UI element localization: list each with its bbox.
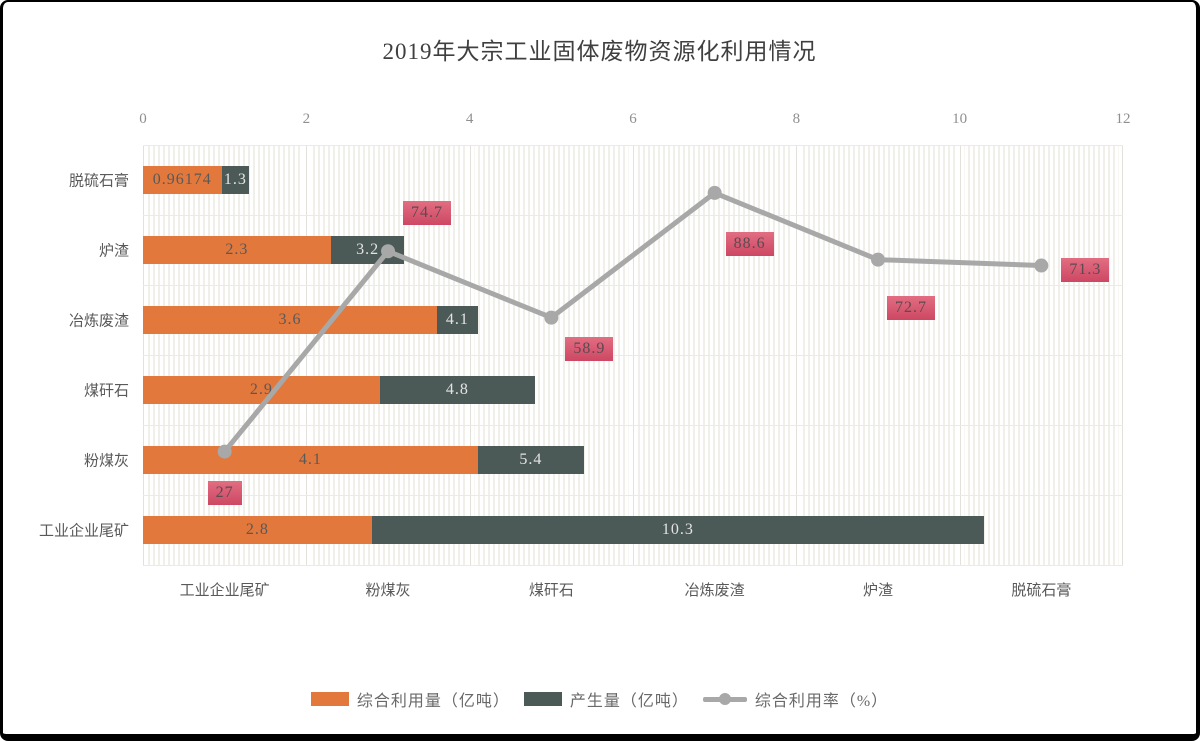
horizontal-gridline xyxy=(143,565,1123,566)
utilization-value-label: 2.3 xyxy=(225,241,249,258)
rate-line-swatch-icon xyxy=(702,692,747,706)
rate-marker-icon xyxy=(707,185,722,200)
category-label-left: 脱硫石膏 xyxy=(68,173,129,190)
legend-item-rate: 综合利用率（%） xyxy=(702,687,889,711)
legend-item-utilization: 综合利用量（亿吨） xyxy=(310,687,510,711)
horizontal-gridline xyxy=(143,215,1123,216)
axis-tick-label: 0 xyxy=(139,111,147,127)
production-value-label: 4.8 xyxy=(445,381,469,398)
horizontal-gridline xyxy=(143,145,1123,146)
horizontal-gridline xyxy=(143,495,1123,496)
legend: 综合利用量（亿吨） 产生量（亿吨） 综合利用率（%） xyxy=(3,687,1196,711)
utilization-value-label: 0.96174 xyxy=(152,171,212,188)
rate-marker-icon xyxy=(1034,258,1049,273)
category-label-bottom: 炉渣 xyxy=(862,583,894,599)
utilization-value-label: 4.1 xyxy=(298,451,322,468)
production-swatch-icon xyxy=(523,692,562,706)
legend-label-production: 产生量（亿吨） xyxy=(569,693,689,710)
axis-tick-label: 6 xyxy=(629,111,637,127)
axis-tick-label: 4 xyxy=(465,111,474,127)
legend-label-utilization: 综合利用量（亿吨） xyxy=(356,693,510,710)
category-label-bottom: 冶炼废渣 xyxy=(684,583,745,599)
utilization-value-label: 2.9 xyxy=(249,381,273,398)
category-label-bottom: 工业企业尾矿 xyxy=(179,583,270,599)
horizontal-gridline xyxy=(143,355,1123,356)
category-label-bottom: 煤矸石 xyxy=(528,583,574,599)
rate-value-label: 88.6 xyxy=(725,231,774,256)
production-value-label: 4.1 xyxy=(445,311,469,328)
category-label-bottom: 粉煤灰 xyxy=(365,583,411,599)
production-value-label: 3.2 xyxy=(356,241,380,258)
axis-tick-label: 10 xyxy=(952,111,968,127)
rate-value-label: 74.7 xyxy=(403,201,451,226)
rate-marker-icon xyxy=(544,310,559,325)
utilization-bar xyxy=(143,516,372,544)
category-label-left: 粉煤灰 xyxy=(83,453,129,470)
utilization-value-label: 2.8 xyxy=(245,521,269,538)
horizontal-gridline xyxy=(143,285,1123,286)
production-value-label: 10.3 xyxy=(661,521,694,538)
category-label-left: 炉渣 xyxy=(98,243,129,260)
chart-title: 2019年大宗工业固体废物资源化利用情况 xyxy=(382,39,817,64)
utilization-swatch-icon xyxy=(310,692,349,706)
category-label-left: 煤矸石 xyxy=(83,383,129,400)
utilization-value-label: 3.6 xyxy=(278,311,302,328)
category-label-bottom: 脱硫石膏 xyxy=(1011,583,1072,599)
rate-value-label: 27 xyxy=(207,480,242,505)
rate-value-label: 72.7 xyxy=(887,295,935,320)
rate-marker-icon xyxy=(871,252,885,267)
production-value-label: 1.3 xyxy=(223,171,247,188)
plot-area: 0.96174 1.3 2.3 3.2 3.6 4.1 2.9 4.8 4.1 5.4 2.8 10.… xyxy=(138,145,1128,566)
category-label-left: 工业企业尾矿 xyxy=(38,523,129,540)
legend-label-rate: 综合利用率（%） xyxy=(754,693,889,710)
axis-tick-label: 8 xyxy=(792,111,801,127)
horizontal-gridline xyxy=(143,425,1123,426)
axis-tick-label: 2 xyxy=(302,111,311,127)
axis-tick-label: 12 xyxy=(1115,111,1131,127)
rate-value-label: 58.9 xyxy=(565,336,614,361)
legend-item-production: 产生量（亿吨） xyxy=(523,687,689,711)
rate-value-label: 71.3 xyxy=(1061,257,1110,282)
gridline-band xyxy=(1118,145,1128,565)
utilization-bar xyxy=(143,166,222,194)
category-label-left: 冶炼废渣 xyxy=(68,313,129,330)
production-value-label: 5.4 xyxy=(519,451,543,468)
